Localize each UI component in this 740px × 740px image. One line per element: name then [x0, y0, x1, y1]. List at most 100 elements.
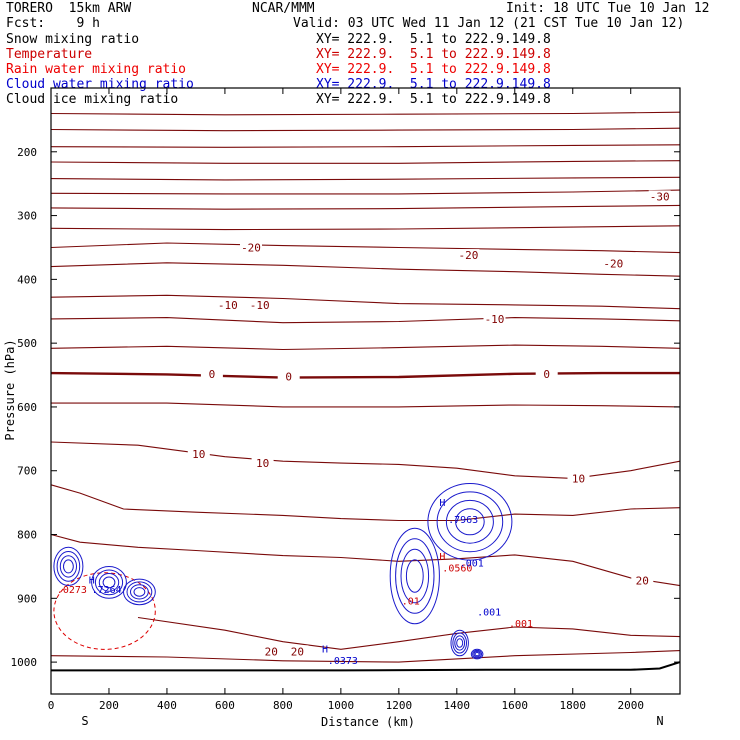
x-tick-label: 2000	[617, 699, 644, 712]
temperature-contour	[50, 160, 681, 164]
contour-label-bg	[248, 298, 271, 311]
cloud-water-contour	[389, 527, 440, 625]
temperature-contours	[50, 111, 681, 663]
field-name-snow: Snow mixing ratio	[6, 32, 140, 47]
cloud-water-contour	[400, 548, 430, 604]
south-label: S	[81, 714, 88, 728]
contour-label-bg	[187, 448, 210, 461]
extremum-label: H	[89, 576, 95, 587]
temperature-contour	[50, 371, 680, 379]
rain-water-contours	[53, 572, 156, 650]
x-tick-label: 800	[273, 699, 293, 712]
contour-label-bg	[483, 312, 506, 325]
temperature-contour	[50, 144, 681, 148]
field-xy-rain: XY= 222.9. 5.1 to 222.9.149.8	[316, 62, 551, 77]
y-tick-label: 800	[17, 529, 37, 542]
contour-label-bg	[567, 472, 590, 485]
extremum-label: .01	[402, 597, 420, 608]
y-tick-label: 900	[17, 592, 37, 605]
cloud-water-contour	[454, 635, 466, 651]
cloud-water-contour	[456, 638, 464, 648]
contour-label-bg	[631, 574, 654, 587]
temperature-contour	[50, 533, 681, 587]
extremum-label: .0560	[442, 564, 472, 575]
x-tick-label: 1400	[444, 699, 471, 712]
cloud-water-contour	[133, 587, 146, 597]
contour-label: -20	[603, 257, 623, 270]
temperature-contour	[50, 111, 681, 116]
contour-label: -20	[458, 249, 478, 262]
cloud-water-contour	[59, 555, 78, 578]
temperature-contour	[50, 225, 681, 231]
contour-label: -20	[241, 242, 261, 255]
cloud-water-contour	[450, 629, 469, 657]
cloud-water-contour	[102, 576, 116, 589]
axes: 0 200 400 600 800 1000 1200 1400 1600 1800 2000200…	[11, 88, 680, 712]
temperature-contour	[50, 242, 681, 254]
cloud-water-contour	[455, 508, 485, 536]
field-name-temperature: Temperature	[6, 47, 93, 62]
contour-label: 0	[209, 368, 216, 381]
contour-label-bg	[260, 645, 283, 658]
y-tick-label: 200	[17, 146, 37, 159]
y-axis-label: Pressure (hPa)	[3, 339, 17, 440]
cloud-water-contour	[130, 584, 149, 600]
cloud-water-contour	[94, 569, 124, 596]
cloud-water-contour	[473, 650, 481, 658]
extremum-label: .0273	[57, 585, 87, 596]
contour-label-bg	[251, 457, 274, 470]
surface-line	[51, 661, 681, 672]
temperature-contour	[137, 616, 681, 650]
contour-label: 0	[543, 368, 550, 381]
cloud-water-contour	[395, 538, 435, 614]
cloud-water-contour	[427, 483, 513, 561]
contour-label: -10	[250, 299, 270, 312]
contour-label: -10	[485, 313, 505, 326]
cloud-water-contour	[98, 573, 120, 592]
temperature-contour	[50, 317, 681, 324]
cloud-water-contour	[405, 559, 424, 593]
y-tick-label: 500	[17, 337, 37, 350]
field-name-cloud-ice: Cloud ice mixing ratio	[6, 92, 179, 107]
cloud-water-contour	[436, 491, 504, 553]
field-xy-snow: XY= 222.9. 5.1 to 222.9.149.8	[316, 32, 551, 47]
x-tick-label: 400	[157, 699, 177, 712]
x-tick-label: 1800	[560, 699, 587, 712]
rain-water-contour	[53, 572, 156, 650]
contour-labels: -30 -20 -20 -20 -10 -10 -10 0 0 0 10 10 10 20 20 20	[187, 190, 671, 658]
extremum-label: .7264	[92, 585, 122, 596]
forecast-hour: Fcst: 9 h	[6, 16, 100, 31]
field-name-rain: Rain water mixing ratio	[6, 62, 187, 77]
cloud-water-contour	[126, 581, 153, 603]
temperature-contour	[51, 402, 681, 408]
contour-label: 0	[285, 370, 292, 383]
contour-label-bg	[277, 370, 300, 383]
field-xy-cloud-ice: XY= 222.9. 5.1 to 222.9.149.8	[316, 92, 551, 107]
contour-label: 10	[192, 448, 205, 461]
x-tick-label: 1200	[386, 699, 413, 712]
x-tick-label: 1000	[328, 699, 355, 712]
surface-pressure-line	[51, 661, 681, 672]
contour-label-bg	[240, 241, 262, 254]
y-tick-label: 600	[17, 401, 37, 414]
extremum-label: .001	[509, 619, 533, 630]
x-tick-label: 0	[48, 699, 55, 712]
org-label: NCAR/MMM	[252, 1, 315, 16]
y-tick-label: 300	[17, 210, 37, 223]
temperature-contour	[50, 344, 681, 351]
contour-label: 20	[636, 575, 649, 588]
cloud-water-contour	[470, 648, 484, 660]
extremum-label: H	[322, 645, 328, 656]
contour-label: 20	[265, 645, 278, 658]
cloud-water-contour	[472, 649, 483, 659]
y-tick-label: 1000	[11, 656, 38, 669]
north-label: N	[656, 714, 663, 728]
contour-label: 10	[256, 457, 269, 470]
init-time: Init: 18 UTC Tue 10 Jan 12	[506, 1, 710, 16]
contour-label-bg	[216, 298, 239, 311]
contour-label-bg	[602, 257, 625, 270]
y-tick-label: 400	[17, 273, 37, 286]
temperature-contour	[50, 176, 681, 181]
model-title: TORERO 15km ARW	[6, 1, 132, 16]
temperature-contour	[50, 127, 681, 132]
